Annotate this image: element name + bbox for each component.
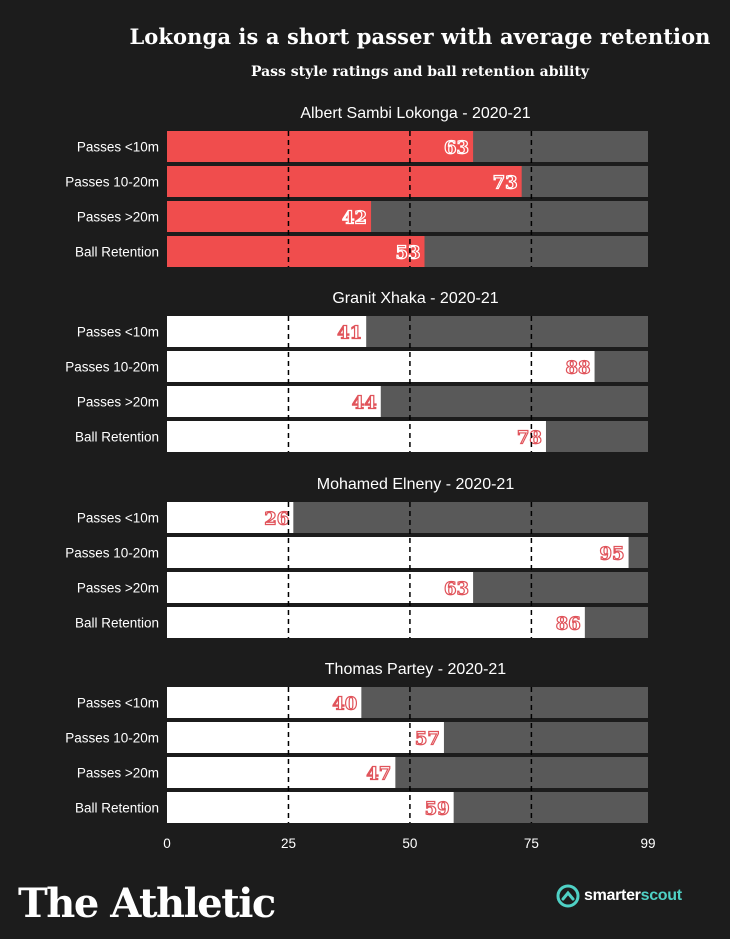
x-tick-label: 25	[281, 836, 296, 851]
data-label: 59	[425, 799, 450, 820]
category-label: Passes 10-20m	[65, 175, 159, 190]
data-label: 40	[332, 694, 357, 715]
data-label: 63	[444, 138, 469, 159]
category-label: Ball Retention	[75, 616, 159, 631]
category-label: Ball Retention	[75, 245, 159, 260]
category-label: Passes 10-20m	[65, 546, 159, 561]
chart-subtitle: Pass style ratings and ball retention ab…	[250, 64, 590, 80]
bar	[167, 201, 372, 232]
data-label: 57	[415, 729, 440, 750]
panel-title: Thomas Partey - 2020-21	[325, 661, 507, 678]
bar	[167, 607, 585, 638]
data-label: 63	[444, 579, 469, 600]
bar	[167, 502, 294, 533]
brand-logo: The Athletic	[18, 880, 276, 927]
category-label: Passes >20m	[77, 210, 159, 225]
data-label: 73	[493, 173, 518, 194]
data-label: 41	[337, 323, 362, 344]
category-label: Passes <10m	[77, 325, 159, 340]
panel-title: Mohamed Elneny - 2020-21	[317, 476, 515, 493]
data-label: 78	[517, 428, 542, 449]
bar	[167, 351, 595, 382]
x-tick-label: 50	[402, 836, 417, 851]
bar-chart: Albert Sambi Lokonga - 2020-21 Passes <10…	[65, 105, 655, 851]
x-tick-label: 75	[524, 836, 539, 851]
bar	[167, 166, 522, 197]
bar	[167, 722, 444, 753]
category-label: Passes <10m	[77, 511, 159, 526]
category-label: Passes 10-20m	[65, 360, 159, 375]
bar	[167, 537, 629, 568]
bar	[167, 792, 454, 823]
data-label: 26	[264, 509, 289, 530]
category-label: Passes 10-20m	[65, 731, 159, 746]
data-label: 95	[600, 544, 625, 565]
smarterscout-logo: smarterscout	[556, 884, 682, 908]
category-label: Ball Retention	[75, 801, 159, 816]
panel-title: Albert Sambi Lokonga - 2020-21	[300, 105, 530, 122]
x-tick-label: 0	[163, 836, 171, 851]
smarterscout-wordmark: smarterscout	[584, 887, 682, 905]
smarterscout-logo-icon	[556, 884, 580, 908]
bar	[167, 316, 367, 347]
data-label: 86	[556, 614, 581, 635]
chart-title: Lokonga is a short passer with average r…	[129, 24, 711, 49]
panel-title: Granit Xhaka - 2020-21	[332, 290, 498, 307]
data-label: 53	[395, 243, 420, 264]
data-label: 42	[342, 208, 367, 229]
data-label: 88	[565, 358, 590, 379]
bar	[167, 687, 362, 718]
data-label: 44	[352, 393, 377, 414]
bar	[167, 236, 425, 267]
smarterscout-suffix: scout	[640, 887, 682, 904]
data-label: 47	[366, 764, 391, 785]
bar	[167, 757, 396, 788]
category-label: Passes >20m	[77, 395, 159, 410]
category-label: Passes <10m	[77, 140, 159, 155]
bar	[167, 421, 546, 452]
smarterscout-prefix: smarter	[584, 887, 641, 904]
category-label: Passes >20m	[77, 581, 159, 596]
category-label: Ball Retention	[75, 430, 159, 445]
bar	[167, 131, 474, 162]
bar	[167, 386, 381, 417]
bar	[167, 572, 474, 603]
category-label: Passes <10m	[77, 696, 159, 711]
x-tick-label: 99	[640, 836, 655, 851]
category-label: Passes >20m	[77, 766, 159, 781]
